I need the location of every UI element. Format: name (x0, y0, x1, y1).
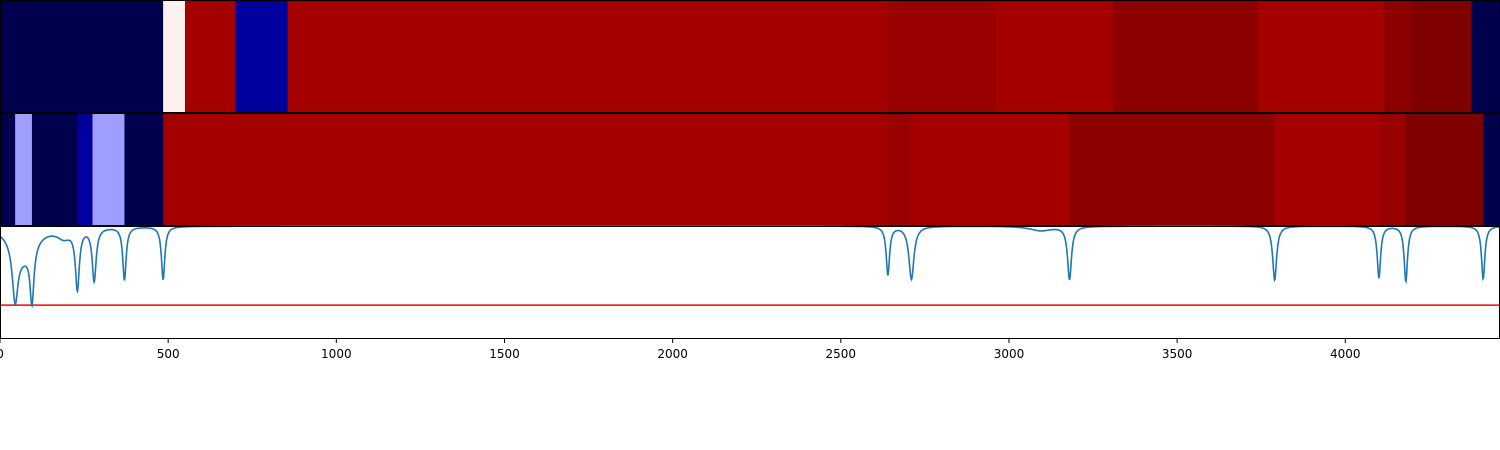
heatmap-row-2-segment-6 (163, 113, 889, 226)
heatmap-row-2-segment-4 (92, 113, 126, 226)
heatmap-row-2 (0, 113, 1500, 226)
heatmap-row-2-segment-3 (77, 113, 94, 226)
heatmap-row-1 (0, 0, 1500, 113)
heatmap-row-2-segment-0 (0, 113, 16, 226)
x-tick-label-5: 2500 (826, 347, 857, 361)
heatmap-row-2-segment-1 (15, 113, 33, 226)
heatmap-row-1-segment-2 (184, 0, 237, 113)
x-tick-label-0: 0 (0, 347, 4, 361)
x-tick-label-6: 3000 (994, 347, 1025, 361)
heatmap-row-2-segment-13 (1483, 113, 1500, 226)
heatmap-row-2-segment-10 (1274, 113, 1380, 226)
heatmap-row-1-segment-9 (1383, 0, 1414, 113)
x-tick-label-2: 1000 (321, 347, 352, 361)
heatmap-row-2-segment-9 (1069, 113, 1276, 226)
heatmap-row-2-segment-11 (1378, 113, 1407, 226)
x-tick-label-7: 3500 (1162, 347, 1193, 361)
heatmap-row-1-segment-0 (0, 0, 164, 113)
heatmap-row-2-segment-8 (911, 113, 1071, 226)
heatmap-row-1-segment-5 (887, 0, 997, 113)
signal-panel: 0 500 1000 1500 2000 2500 3000 3500 4000 (0, 225, 1500, 361)
heatmap-row-2-segment-5 (124, 113, 164, 226)
signal-panel-background (0, 226, 1500, 339)
heatmap-row-1-segment-6 (995, 0, 1114, 113)
heatmap-row-1-segment-4 (287, 0, 889, 113)
heatmap-row-1-segment-1 (163, 0, 186, 113)
heatmap-row-2-segment-7 (887, 113, 913, 226)
x-tick-label-3: 1500 (489, 347, 520, 361)
heatmap-row-1-segment-3 (235, 0, 289, 113)
heatmap-row-1-segment-8 (1257, 0, 1385, 113)
heatmap-row-1-segment-10 (1412, 0, 1473, 113)
x-tick-label-4: 2000 (657, 347, 688, 361)
x-axis: 0 500 1000 1500 2000 2500 3000 3500 4000 (0, 339, 1361, 361)
heatmap-row-1-segment-7 (1113, 0, 1259, 113)
heatmap-row-2-segment-12 (1405, 113, 1484, 226)
heatmap-row-2-segment-2 (31, 113, 78, 226)
x-tick-label-1: 500 (157, 347, 180, 361)
heatmap-row-1-segment-11 (1471, 0, 1500, 113)
x-tick-label-8: 4000 (1330, 347, 1361, 361)
